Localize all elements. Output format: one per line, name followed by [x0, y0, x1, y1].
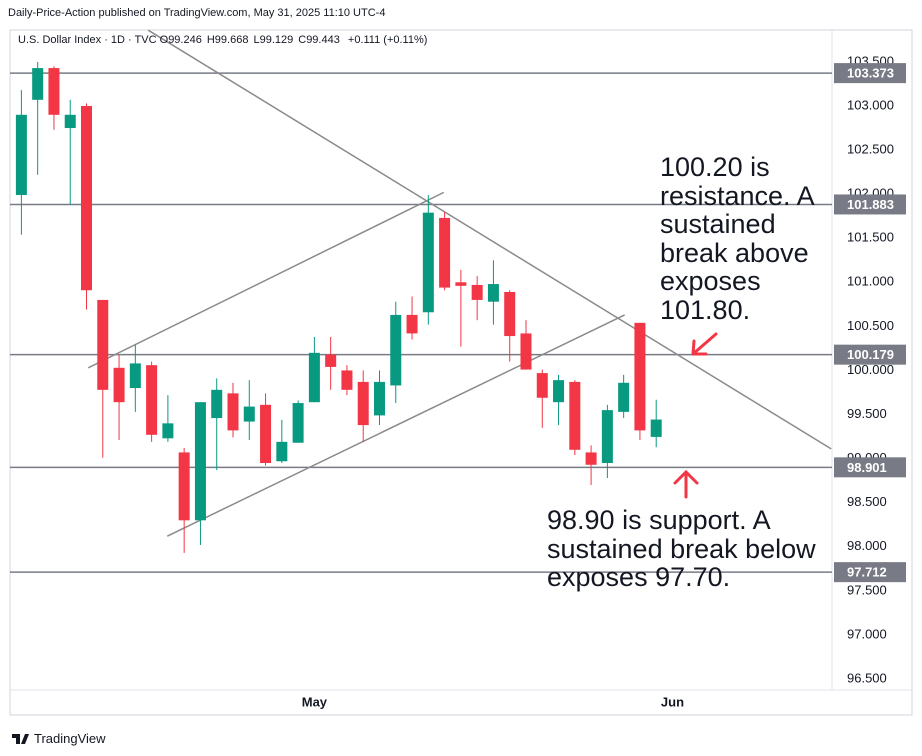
- y-tick-label: 97.500: [847, 582, 887, 597]
- candle-body: [455, 282, 467, 286]
- candle-body: [15, 114, 27, 196]
- level-badge: [834, 194, 906, 215]
- candle-body: [276, 441, 288, 462]
- candle-body: [243, 406, 255, 422]
- candle-body: [439, 217, 451, 288]
- ohlc-value: 99.129: [259, 34, 294, 46]
- ohlc-label: C: [298, 34, 307, 46]
- ohlc-value: 99.246: [168, 34, 202, 46]
- ohlc-value: 99.443: [306, 34, 340, 46]
- candle-body: [569, 381, 581, 450]
- trendline: [87, 191, 445, 369]
- candle-body: [325, 354, 337, 367]
- level-label: 101.883: [847, 197, 894, 212]
- candle-body: [194, 402, 206, 521]
- y-tick-label: 101.000: [847, 274, 894, 289]
- y-tick-label: 98.500: [847, 494, 887, 509]
- level-label: 98.901: [847, 460, 887, 475]
- y-tick-label: 103.000: [847, 97, 894, 112]
- published-line: Daily-Price-Action published on TradingV…: [8, 7, 386, 19]
- symbol-name: U.S. Dollar Index · 1D · TVC: [18, 34, 157, 46]
- level-label: 100.179: [847, 347, 894, 362]
- y-tick-label: 100.500: [847, 318, 894, 333]
- y-tick-label: 96.500: [847, 670, 887, 685]
- candle-body: [422, 212, 434, 313]
- level-label: 97.712: [847, 565, 887, 580]
- candle-body: [357, 381, 369, 426]
- y-tick-label: 98.000: [847, 538, 887, 553]
- ohlc-values: O99.246 H99.668 L99.129 C99.443: [160, 34, 345, 46]
- ohlc-value: 99.668: [214, 34, 249, 46]
- y-tick-label: 102.500: [847, 142, 894, 157]
- level-badge: [834, 457, 906, 478]
- candle-body: [373, 381, 385, 416]
- level-badge: [834, 63, 906, 84]
- logo: [12, 734, 29, 744]
- candle-body: [260, 404, 272, 464]
- symbol-legend: U.S. Dollar Index · 1D · TVC O99.246 H99.…: [18, 34, 427, 46]
- y-tick-label: 97.000: [847, 626, 887, 641]
- candle-body: [308, 352, 320, 403]
- candle-body: [227, 393, 239, 431]
- level-badge: [834, 562, 906, 583]
- x-tick-label: May: [302, 694, 328, 709]
- candle-body: [487, 284, 499, 302]
- candle-body: [634, 322, 646, 431]
- annotation: 98.90 is support. A sustained break belo…: [547, 505, 816, 592]
- y-tick-label: 100.000: [847, 362, 894, 377]
- candle-body: [129, 363, 141, 389]
- candle-body: [520, 333, 532, 370]
- candle-body: [585, 452, 597, 465]
- resistance-arrow: [691, 332, 718, 356]
- ohlc-label: O: [159, 34, 169, 46]
- candle-body: [32, 68, 44, 100]
- x-tick-label: Jun: [661, 694, 684, 709]
- candle-body: [162, 423, 174, 439]
- trendline: [166, 314, 625, 537]
- candle-body: [504, 291, 516, 337]
- candle-body: [64, 114, 76, 129]
- ohlc-label: H: [206, 34, 215, 46]
- candle-body: [601, 410, 613, 464]
- ohlc-label: L: [253, 34, 260, 46]
- candle-body: [406, 314, 418, 334]
- candle-body: [553, 380, 565, 403]
- y-tick-label: 101.500: [847, 230, 894, 245]
- trendline: [147, 29, 832, 450]
- candle-body: [471, 284, 483, 300]
- candle-body: [536, 373, 548, 398]
- candle-body: [341, 370, 353, 390]
- candle-body: [81, 105, 93, 291]
- brand: TradingView: [34, 731, 106, 746]
- candle-body: [650, 419, 662, 437]
- candle-body: [390, 314, 402, 386]
- candle-body: [48, 68, 60, 115]
- candle-body: [97, 299, 109, 390]
- change: +0.111 (+0.11%): [347, 34, 428, 46]
- support-arrow: [673, 469, 699, 499]
- candle-body: [292, 403, 304, 443]
- candle-body: [146, 365, 158, 435]
- level-badge: [834, 344, 906, 365]
- candle-body: [618, 382, 630, 412]
- candle-body: [178, 452, 190, 521]
- candle-body: [211, 389, 223, 419]
- annotation: 100.20 is resistance. A sustained break …: [660, 152, 814, 325]
- y-tick-label: 99.500: [847, 406, 887, 421]
- candle-body: [113, 367, 125, 403]
- chart-frame: [9, 29, 913, 716]
- level-label: 103.373: [847, 66, 894, 81]
